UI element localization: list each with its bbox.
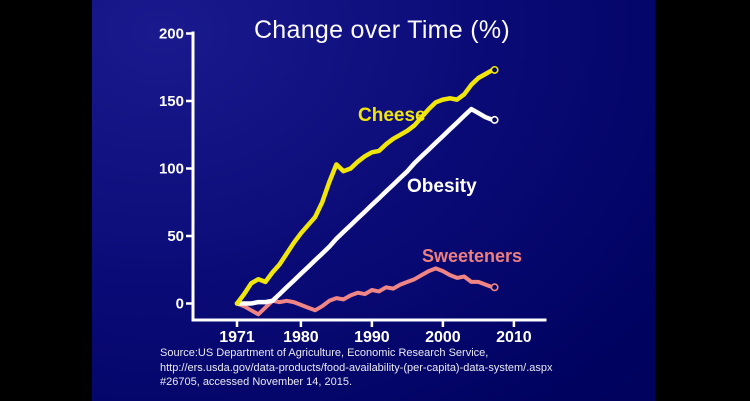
series-label-obesity: Obesity bbox=[407, 176, 477, 197]
sweeteners-line bbox=[235, 266, 495, 317]
slide-background: Change over Time (%) 0 50 100 150 200 1971 198… bbox=[92, 0, 655, 401]
y-tick-label: 100 bbox=[159, 161, 184, 178]
x-tick-label: 1990 bbox=[354, 329, 390, 346]
y-tick-label: 200 bbox=[159, 26, 184, 43]
source-line-1: Source:US Department of Agriculture, Eco… bbox=[160, 347, 489, 359]
x-tick-label: 2010 bbox=[496, 329, 532, 346]
obesity-end-marker bbox=[490, 115, 499, 124]
axes bbox=[191, 31, 547, 322]
sweeteners-end-marker bbox=[490, 283, 499, 292]
y-tick-label: 150 bbox=[159, 93, 184, 110]
x-tick-label: 1980 bbox=[283, 329, 319, 346]
source-line-3: #26705, accessed November 14, 2015. bbox=[160, 376, 353, 388]
chart-title: Change over Time (%) bbox=[253, 16, 511, 44]
y-tick-label: 0 bbox=[176, 296, 184, 313]
source-line-2: http://ers.usda.gov/data-products/food-a… bbox=[160, 361, 553, 374]
series-label-cheese: Cheese bbox=[358, 105, 426, 126]
cheese-line bbox=[234, 67, 495, 306]
obesity-line bbox=[234, 106, 495, 306]
cheese-end-marker bbox=[490, 65, 499, 74]
x-tick-label: 2000 bbox=[425, 329, 461, 346]
source-citation: Source:US Department of Agriculture, Eco… bbox=[160, 346, 553, 390]
x-tick-label: 1971 bbox=[219, 329, 255, 346]
series-label-sweeteners: Sweeteners bbox=[422, 246, 523, 266]
chart-canvas: 0 50 100 150 200 1971 1980 1990 2000 2010 bbox=[159, 26, 547, 346]
y-tick-label: 50 bbox=[167, 228, 184, 245]
